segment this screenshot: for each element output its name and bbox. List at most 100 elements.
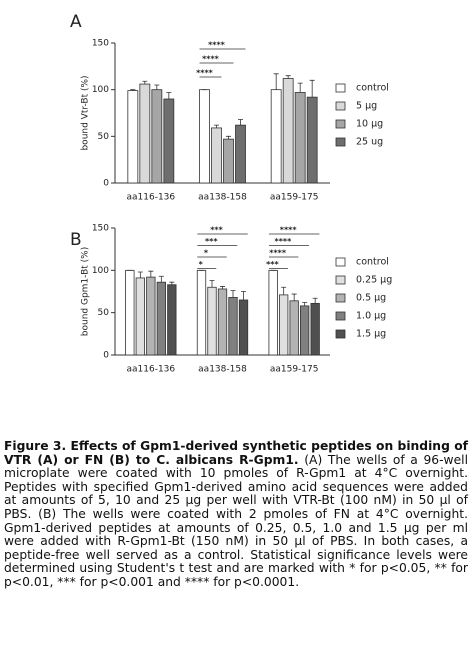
bar (270, 89, 282, 184)
legend-label: 25 ug (356, 137, 383, 148)
error-bar (281, 286, 287, 295)
x-tick-label: aa116-136 (127, 365, 176, 375)
bar (300, 305, 310, 356)
error-bar (309, 79, 315, 98)
bar (310, 302, 320, 356)
bar (207, 286, 217, 356)
bar (127, 90, 139, 184)
error-bar (154, 84, 160, 90)
bar (167, 284, 177, 356)
x-tick-label: aa159-175 (270, 193, 319, 203)
panel-label: B (70, 230, 82, 250)
significance-label: **** (208, 41, 226, 50)
error-bar (226, 135, 231, 140)
error-bar (137, 271, 143, 278)
error-bar (148, 270, 154, 278)
bar (306, 96, 318, 184)
legend-label: control (356, 257, 389, 268)
bar (146, 276, 156, 356)
error-bar (273, 73, 279, 90)
bar (163, 98, 175, 184)
caption-body: (A) The wells of a 96-well microplate we… (4, 452, 468, 589)
error-bar (214, 124, 219, 128)
y-tick-label: 150 (92, 224, 109, 234)
bar (238, 299, 249, 356)
y-tick-label: 50 (98, 308, 110, 318)
legend-label: 1.5 μg (356, 329, 386, 340)
legend-label: 0.5 μg (356, 293, 386, 304)
legend-swatch (335, 329, 346, 339)
y-axis-label: bound Gpm1-Bt (%) (81, 247, 91, 336)
y-tick-label: 150 (92, 39, 109, 49)
x-tick-label: aa138-158 (198, 365, 247, 375)
legend-label: 1.0 μg (356, 311, 386, 322)
bar (125, 269, 135, 356)
error-bar (142, 80, 148, 85)
y-tick-label: 50 (98, 132, 110, 142)
legend-swatch (335, 101, 346, 111)
legend-label: 0.25 μg (356, 275, 392, 286)
significance-label: **** (269, 249, 287, 258)
legend-label: 10 μg (356, 119, 383, 130)
y-tick-label: 100 (92, 85, 109, 95)
significance-label: *** (210, 226, 223, 235)
bar (217, 288, 228, 356)
panel-label: A (70, 12, 82, 32)
legend-swatch (335, 137, 346, 147)
error-bar (312, 297, 318, 304)
error-bar (285, 75, 291, 79)
error-bar (166, 92, 172, 99)
caption-title: Figure 3. Effects of Gpm1-derived synthe… (4, 439, 468, 467)
error-bar (169, 281, 175, 285)
error-bar (130, 89, 136, 91)
x-tick-label: aa138-158 (198, 193, 247, 203)
legend-swatch (335, 83, 346, 93)
error-bar (241, 291, 246, 300)
error-bar (297, 82, 303, 93)
error-bar (238, 119, 243, 126)
bar (151, 89, 163, 184)
legend-swatch (335, 257, 346, 267)
significance-label: **** (202, 55, 220, 64)
bar (135, 277, 145, 356)
y-tick-label: 0 (103, 179, 109, 189)
error-bar (291, 293, 297, 301)
significance-label: **** (196, 69, 214, 78)
error-bar (230, 290, 236, 298)
error-bar (158, 275, 164, 283)
y-tick-label: 100 (92, 266, 109, 276)
legend-swatch (335, 293, 346, 303)
x-tick-label: aa159-175 (270, 365, 319, 375)
significance-label: *** (205, 237, 218, 246)
bar (268, 269, 278, 356)
error-bar (302, 302, 308, 306)
legend-swatch (335, 119, 346, 129)
bar (279, 294, 289, 356)
bar (228, 297, 238, 356)
x-tick-label: aa116-136 (127, 193, 176, 203)
error-bar (209, 280, 215, 288)
error-bar (220, 286, 225, 289)
significance-label: **** (280, 226, 298, 235)
bar (199, 89, 210, 184)
bar (223, 138, 234, 184)
caption: Figure 3. Effects of Gpm1-derived synthe… (4, 439, 468, 590)
legend-swatch (335, 311, 346, 321)
bar (196, 269, 207, 356)
legend-label: 5 μg (356, 101, 377, 112)
legend-swatch (335, 275, 346, 285)
significance-label: *** (266, 260, 279, 269)
bar (139, 83, 151, 184)
significance-label: **** (275, 237, 293, 246)
y-axis-label: bound Vtr-Bt (%) (81, 75, 91, 150)
bar (211, 127, 222, 184)
bar (282, 78, 294, 184)
y-tick-label: 0 (103, 351, 109, 361)
significance-label: * (199, 260, 204, 269)
bar (294, 92, 306, 184)
significance-label: * (204, 249, 209, 258)
bar (156, 281, 166, 356)
bar (289, 300, 299, 356)
